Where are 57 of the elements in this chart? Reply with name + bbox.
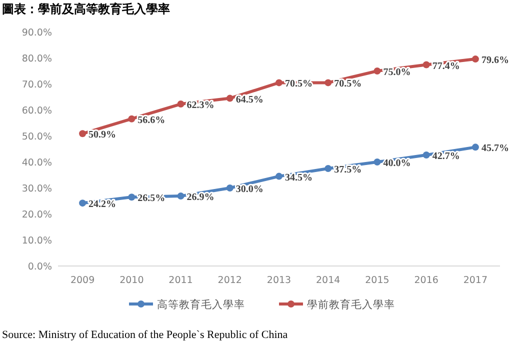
data-label: 37.5% [334,164,362,176]
data-label: 75.0% [383,67,411,78]
data-label: 64.5% [236,94,264,106]
data-label: 77.4% [432,60,460,72]
y-tick-label: 0.0% [28,262,52,272]
data-label: 30.0% [236,184,264,195]
point [324,165,332,172]
point [79,200,86,207]
x-tick-label: 2015 [365,275,390,286]
data-label: 24.2% [88,199,116,210]
y-tick-label: 50.0% [22,132,52,142]
point [374,158,381,166]
y-tick-label: 60.0% [22,106,52,116]
x-tick-label: 2011 [168,275,193,286]
point [422,151,430,158]
x-tick-label: 2014 [316,275,340,286]
point [276,79,282,86]
data-label: 45.7% [481,143,509,154]
point [177,100,184,108]
data-label: 56.6% [138,114,166,126]
point [226,94,234,102]
legend-label: 高等教育毛入學率 [157,298,245,311]
point [374,68,381,74]
point [422,61,430,68]
source-note: Source: Ministry of Education of the People`s Republic of China [2,329,288,341]
y-tick-label: 90.0% [22,28,52,38]
data-label: 40.0% [383,158,411,169]
data-label: 79.6% [481,55,509,66]
point [324,79,332,86]
point [226,184,234,192]
data-label: 26.9% [186,192,214,204]
y-tick-label: 80.0% [22,54,52,64]
y-tick-label: 30.0% [22,184,52,194]
point [472,144,479,151]
point [128,115,136,122]
chart-title: 圖表：學前及高等教育毛入學率 [2,2,170,16]
y-tick-label: 10.0% [22,236,52,246]
y-tick-label: 20.0% [22,210,52,220]
x-tick-label: 2017 [463,275,488,286]
y-tick-label: 70.0% [22,80,52,90]
x-tick-label: 2016 [414,275,438,286]
x-tick-label: 2012 [218,275,242,286]
x-tick-label: 2013 [266,275,292,286]
data-label: 62.3% [186,100,214,112]
point [472,56,479,63]
data-label: 70.5% [334,78,362,90]
data-label: 42.7% [432,150,460,162]
point [128,194,136,201]
data-label: 34.5% [285,172,312,184]
point [276,172,282,180]
data-label: 50.9% [88,130,116,141]
x-tick-label: 2010 [120,275,144,286]
point [177,192,184,200]
legend-label: 學前教育毛入學率 [307,298,395,311]
x-tick-label: 2009 [70,275,95,286]
y-tick-label: 40.0% [22,158,52,168]
point [79,130,86,138]
